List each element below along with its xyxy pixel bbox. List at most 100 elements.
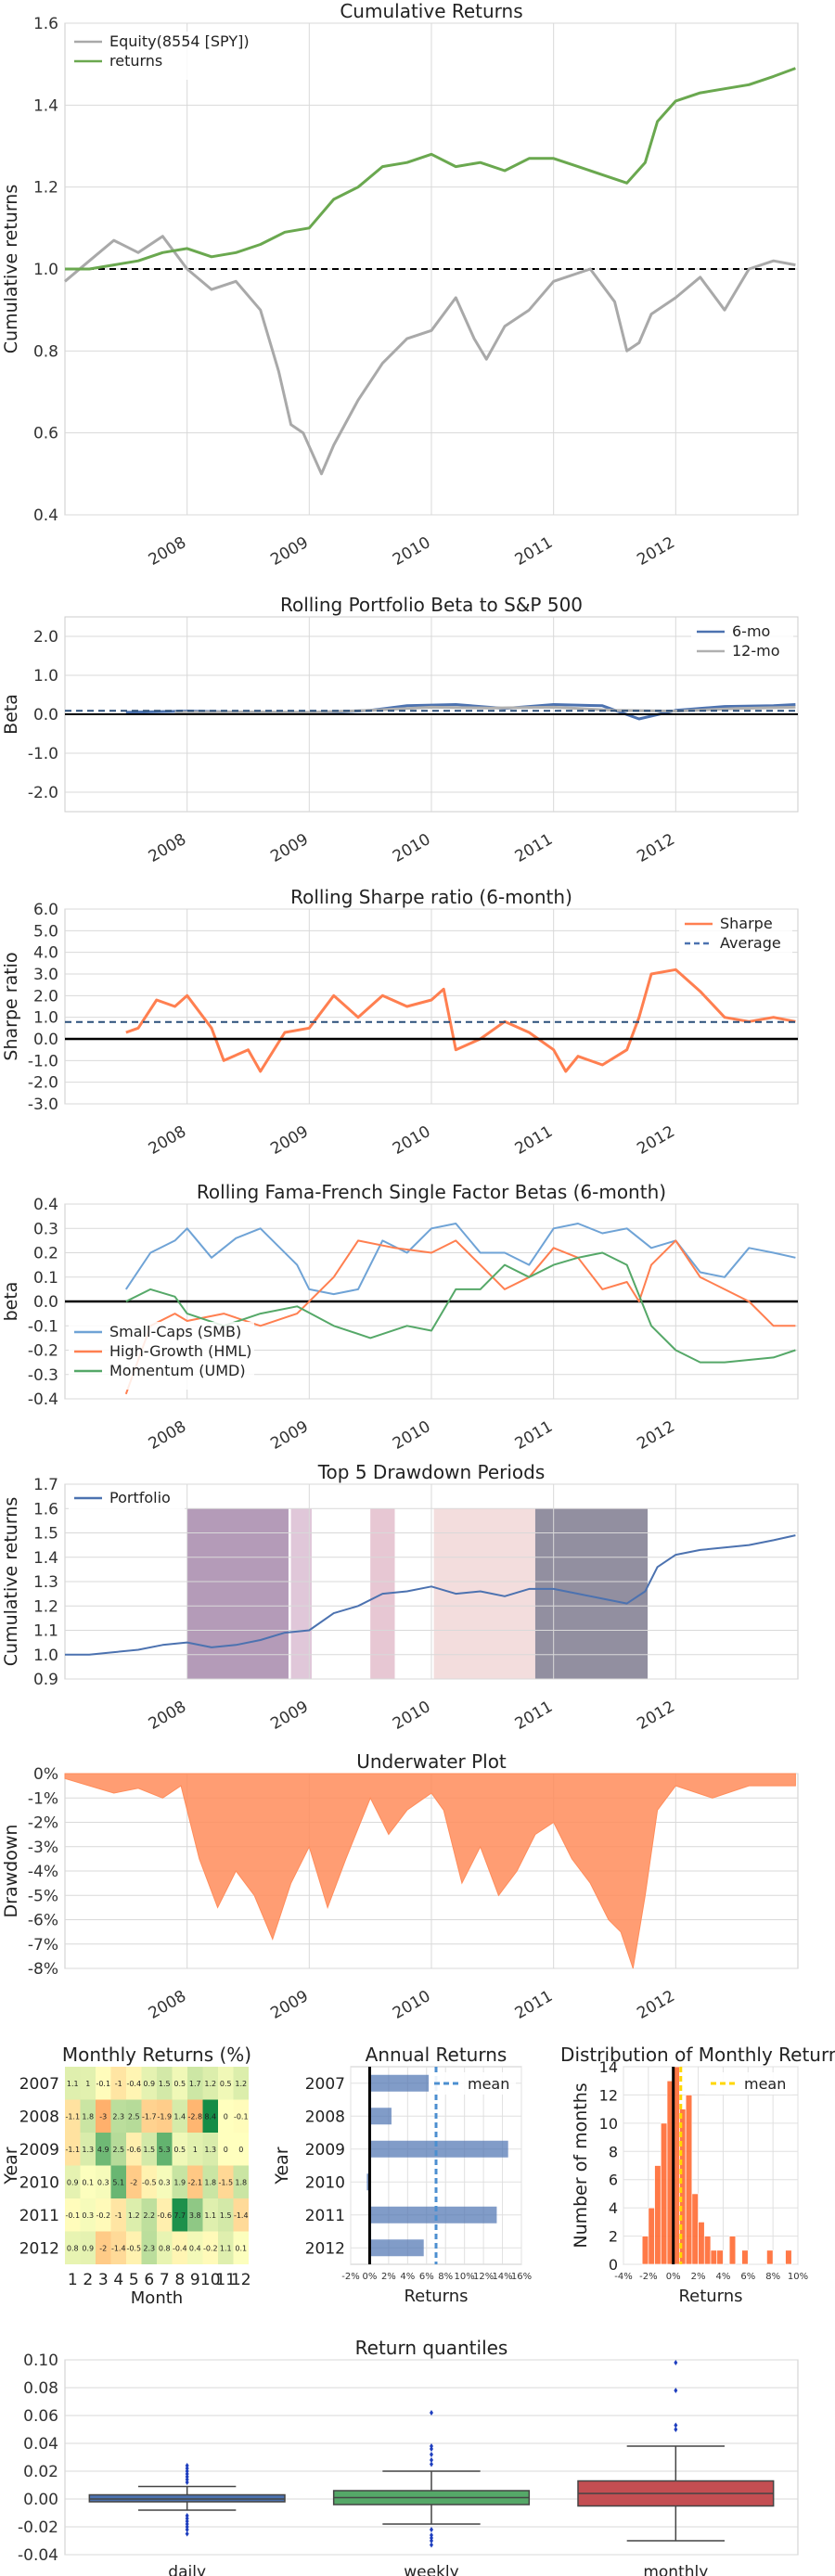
heatmap-cell xyxy=(80,2198,96,2232)
year-label: 2011 xyxy=(305,2207,345,2225)
heatmap-cell xyxy=(126,2067,142,2100)
heatmap-value: 1.1 xyxy=(204,2211,216,2220)
heatmap-cell xyxy=(172,2198,187,2232)
heatmap-cell xyxy=(110,2231,126,2264)
outlier-point xyxy=(185,2463,189,2468)
y-tick-label: 1.2 xyxy=(33,1597,58,1616)
heatmap-cell xyxy=(233,2099,249,2133)
year-label: 2008 xyxy=(305,2108,345,2126)
heatmap-cell xyxy=(96,2099,111,2133)
heatmap-value: 2.5 xyxy=(128,2112,140,2121)
heatmap-value: 5.3 xyxy=(159,2146,171,2154)
y-tick-label: 0.06 xyxy=(23,2407,58,2426)
heatmap-cell xyxy=(233,2165,249,2198)
drawdown-period-5 xyxy=(534,1508,649,1679)
heatmap-value: -0.1 xyxy=(234,2112,249,2121)
heatmap-cell xyxy=(157,2099,173,2133)
category-label: monthly xyxy=(643,2563,708,2576)
heatmap-value: -1.4 xyxy=(234,2211,249,2220)
legend-label: Portfolio xyxy=(109,1489,171,1506)
heatmap-value: 1.5 xyxy=(220,2211,232,2220)
x-tick-label: 8% xyxy=(438,2272,453,2282)
drawdown-period-1 xyxy=(186,1508,289,1679)
heatmap-value: 0.9 xyxy=(82,2244,94,2252)
heatmap-value: -1.1 xyxy=(65,2112,80,2121)
heatmap-cell xyxy=(172,2165,187,2198)
annual-xlabel: Returns xyxy=(404,2287,468,2306)
heatmap-cell xyxy=(96,2067,111,2100)
y-tick-label: 3.0 xyxy=(33,966,58,984)
heatmap-value: 0.4 xyxy=(189,2244,201,2252)
x-tick-label: 2012 xyxy=(634,1987,677,2023)
heatmap-value: 1.2 xyxy=(128,2211,140,2220)
heatmap-cell xyxy=(96,2231,111,2264)
heatmap-cell xyxy=(187,2133,203,2166)
heatmap-cell xyxy=(172,2133,187,2166)
heatmap-cell xyxy=(218,2231,234,2264)
x-tick-label: 2010 xyxy=(390,830,433,866)
legend-label: Average xyxy=(720,934,781,952)
heatmap-cell xyxy=(65,2165,81,2198)
underwater-panel: 0% -1% -2% -3% -4% -5% -6% -7% -8% 2008 2009 2010 20… xyxy=(1,1750,799,2023)
quantiles-panel: -0.04 -0.02 0.00 0.02 0.04 0.06 0.08 0.10 daily w… xyxy=(18,2337,799,2576)
heatmap-cell xyxy=(218,2067,234,2100)
outlier-point xyxy=(430,2457,433,2463)
heatmap-value: 2.2 xyxy=(143,2211,155,2220)
histogram-bar xyxy=(766,2249,774,2265)
heatmap-value: -0.5 xyxy=(142,2178,157,2186)
heatmap-value: 0.1 xyxy=(82,2178,94,2186)
y-tick-label: 1.4 xyxy=(33,1549,58,1568)
heatmap-cell xyxy=(157,2165,173,2198)
heatmap-cell xyxy=(202,2231,218,2264)
heatmap-value: 2.3 xyxy=(143,2244,155,2252)
y-tick-label: -2.0 xyxy=(28,1074,58,1093)
outlier-point xyxy=(430,2527,433,2532)
heatmap-value: 1 xyxy=(193,2146,198,2154)
annual-ylabel: Year xyxy=(272,2147,292,2185)
heatmap-value: -1.7 xyxy=(142,2112,157,2121)
y-tick-label: 1.0 xyxy=(33,261,58,279)
y-tick-label: 1.0 xyxy=(33,1009,58,1028)
histogram-bar xyxy=(703,2236,712,2265)
annual-bar xyxy=(369,2239,424,2257)
drawdown-title: Top 5 Drawdown Periods xyxy=(317,1461,546,1483)
year-label: 2011 xyxy=(19,2207,59,2225)
month-label: 12 xyxy=(231,2271,251,2289)
heatmap-value: 0.5 xyxy=(173,2080,186,2088)
month-label: 4 xyxy=(113,2271,123,2289)
y-tick-label: 1.0 xyxy=(33,1647,58,1665)
heatmap-cell xyxy=(96,2165,111,2198)
heatmap-cell xyxy=(141,2067,157,2100)
x-tick-label: 2009 xyxy=(267,830,311,866)
x-tick-label: 10% xyxy=(788,2272,808,2282)
legend-box xyxy=(679,914,792,962)
heatmap-value: 0 xyxy=(238,2146,243,2154)
heatmap-cell xyxy=(126,2099,142,2133)
y-tick-label: -4% xyxy=(28,1863,58,1881)
ff-panel: -0.4 -0.3 -0.2 -0.1 0.0 0.1 0.2 0.3 0.4 2008 2009 2… xyxy=(1,1181,799,1454)
y-tick-label: -0.04 xyxy=(18,2546,58,2565)
y-tick-label: 2 xyxy=(609,2228,618,2246)
heatmap-cell xyxy=(141,2231,157,2264)
heatmap-value: 1.5 xyxy=(143,2146,155,2154)
outlier-point xyxy=(430,2452,433,2457)
monthly-returns-panel: 1.1 1 -0.1 -1 -0.4 0.9 1.5 0.5 1.7 1.2 0.5 1.2-1.1 1… xyxy=(1,2044,251,2308)
x-tick-label: 16% xyxy=(511,2272,532,2282)
y-tick-label: 1.0 xyxy=(33,667,58,686)
heatmap-value: -1.5 xyxy=(218,2178,233,2186)
heatmap-cell xyxy=(141,2099,157,2133)
heatmap-cell xyxy=(126,2133,142,2166)
legend-box xyxy=(69,1488,185,1517)
heatmap-cell xyxy=(141,2198,157,2232)
y-tick-label: 0.4 xyxy=(33,1196,58,1214)
legend-label: 6-mo xyxy=(732,622,770,640)
y-tick-label: -0.4 xyxy=(28,1391,58,1409)
heatmap-cell xyxy=(202,2165,218,2198)
year-label: 2010 xyxy=(19,2173,59,2192)
legend-box xyxy=(69,32,254,80)
heatmap-value: 1.1 xyxy=(220,2244,232,2252)
outlier-point xyxy=(430,2461,433,2467)
x-tick-label: 2012 xyxy=(634,1698,677,1734)
heatmap-cell xyxy=(80,2067,96,2100)
legend-label: Small-Caps (SMB) xyxy=(109,1323,241,1340)
